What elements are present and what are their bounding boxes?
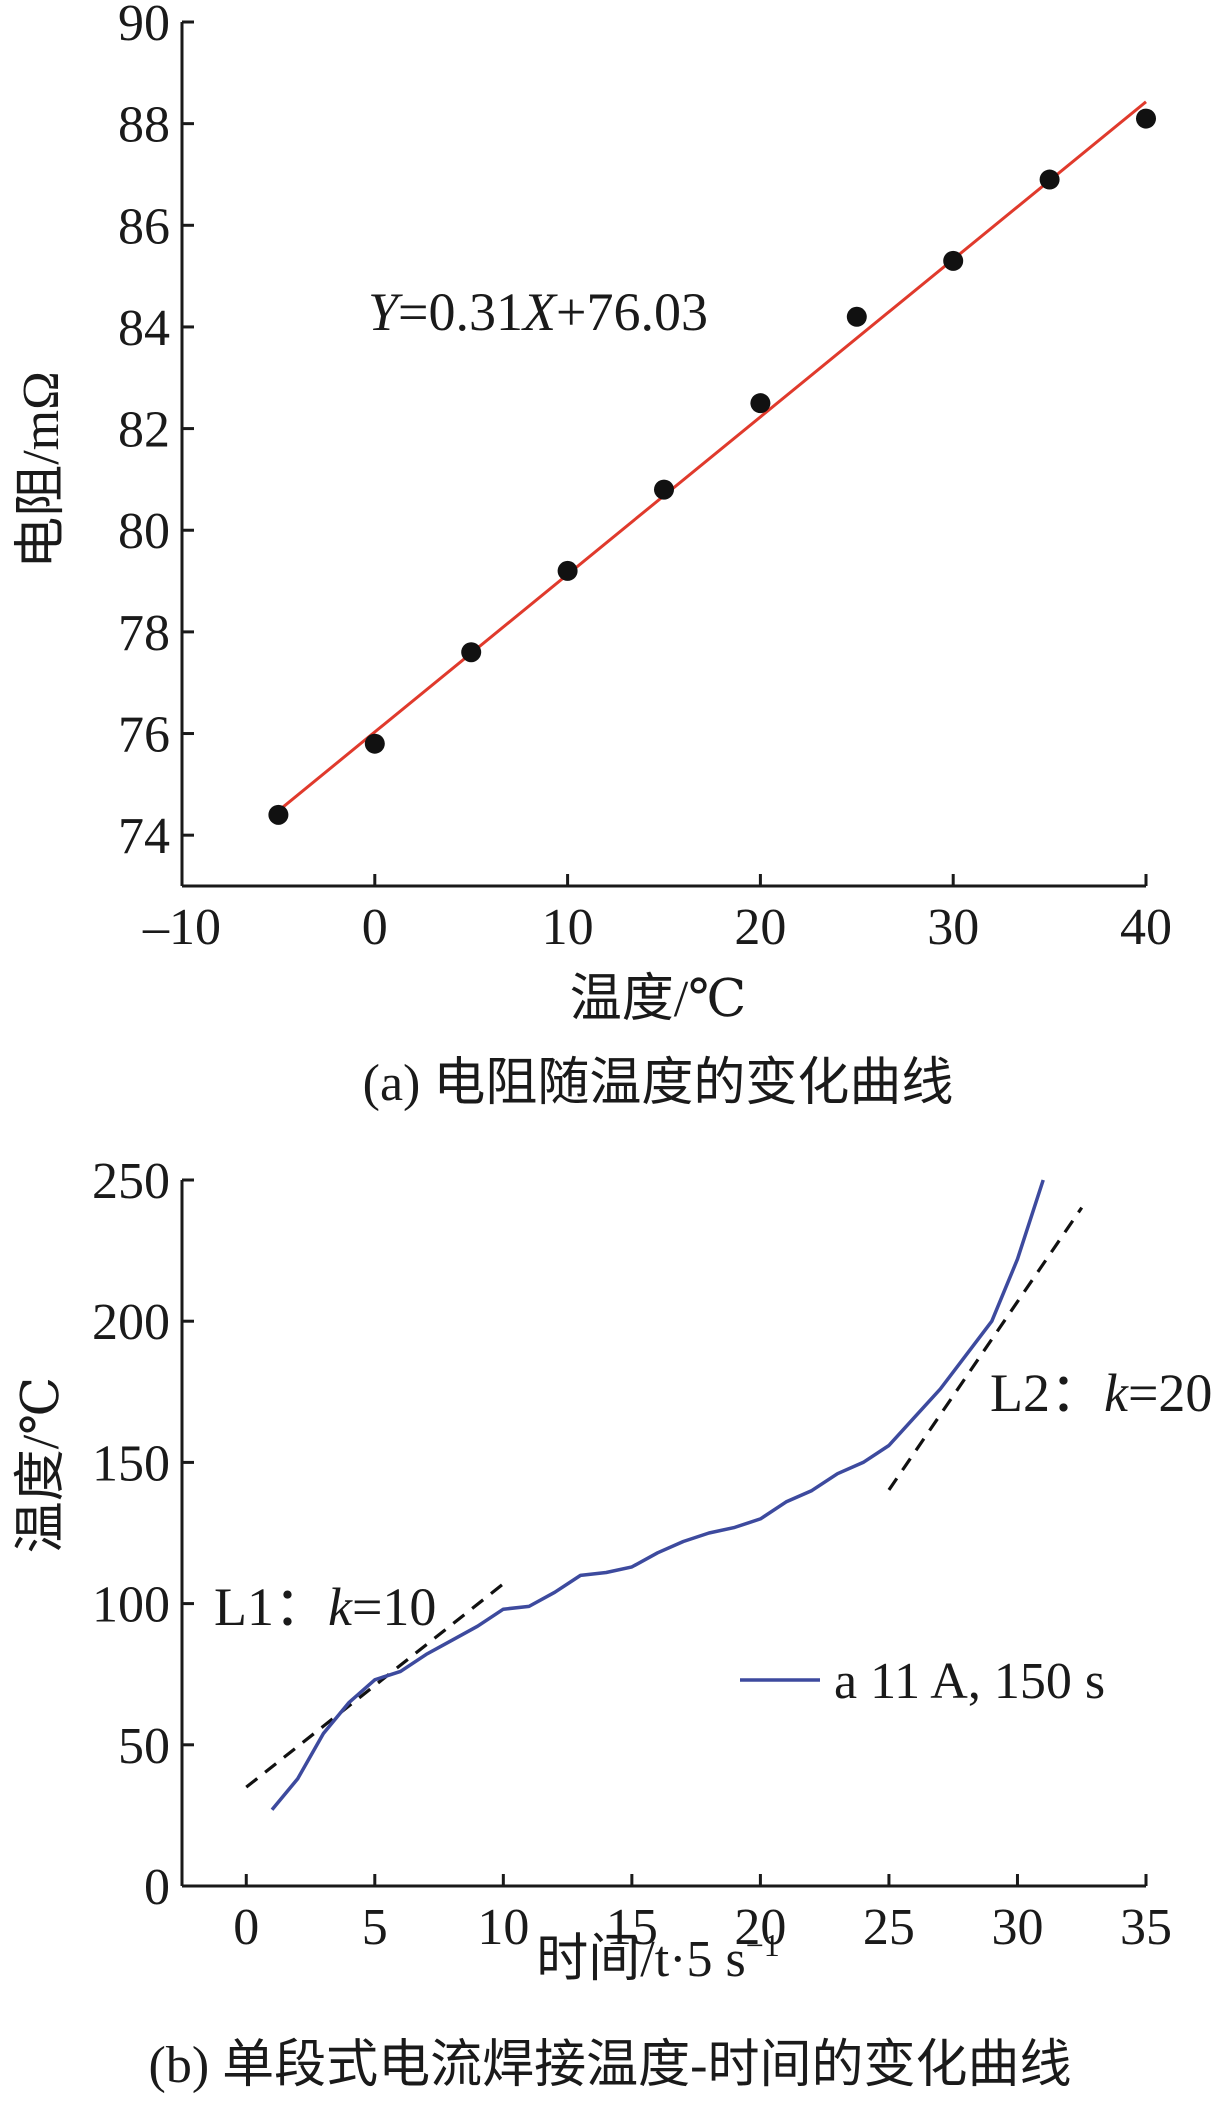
chart-a-axes [180, 22, 1146, 888]
chart-b-x-ticks: 0 5 10 15 20 25 30 35 [233, 1874, 1172, 1956]
data-point [846, 306, 867, 327]
x-tick-label: 10 [477, 1899, 529, 1956]
y-tick-label: 50 [118, 1718, 170, 1775]
fit-equation-label: Y=0.31X+76.03 [368, 282, 708, 342]
chart-b-y-axis-label: 温度/℃ [13, 1377, 70, 1554]
x-tick-label: 10 [542, 899, 594, 956]
x-tick-label: 0 [362, 899, 388, 956]
y-tick-label: 74 [118, 808, 170, 865]
y-tick-label: 100 [92, 1577, 170, 1634]
y-tick-label: 88 [118, 97, 170, 154]
data-point [750, 393, 771, 414]
y-tick-label: 150 [92, 1435, 170, 1492]
y-tick-label: 84 [118, 300, 170, 357]
x-tick-label: 0 [233, 1899, 259, 1956]
y-tick-label: 82 [118, 402, 170, 459]
chart-b-legend: a 11 A, 150 s [740, 1653, 1105, 1710]
data-point [943, 250, 964, 271]
chart-a-fit-line [277, 100, 1147, 812]
x-tick-label: –10 [142, 899, 221, 956]
x-tick-label: 5 [362, 1899, 388, 1956]
chart-b-caption: (b) 单段式电流焊接温度-时间的变化曲线 [149, 2037, 1072, 2094]
data-point [557, 560, 578, 581]
x-tick-label: 20 [734, 1899, 786, 1956]
x-tick-label: 25 [863, 1899, 915, 1956]
chart-b-y-ticks: 0 50 100 150 200 250 [92, 1153, 194, 1916]
x-tick-label: 20 [734, 899, 786, 956]
reference-line-l2 [887, 1206, 1084, 1491]
data-point [364, 733, 385, 754]
x-tick-label: 15 [606, 1899, 658, 1956]
chart-a-y-ticks: 74 76 78 80 82 84 86 88 90 [118, 0, 194, 865]
y-tick-label: 200 [92, 1294, 170, 1351]
reference-line-l1 [245, 1582, 505, 1789]
chart-b-series [270, 1179, 1045, 1811]
chart-a-x-axis-label: 温度/℃ [570, 971, 747, 1028]
x-tick-label: 35 [1120, 1899, 1172, 1956]
fit-line [277, 100, 1147, 812]
temperature-time-chart: 0 5 10 15 20 25 30 35 0 50 100 150 200 250 L1：k=10 L… [13, 1153, 1212, 2094]
data-point [654, 479, 674, 500]
chart-b-axes [180, 1180, 1146, 1888]
y-tick-label: 78 [118, 605, 170, 662]
chart-a-data-points [268, 108, 1156, 825]
data-point [461, 642, 482, 663]
data-point [1039, 169, 1060, 190]
data-point [1136, 108, 1156, 129]
legend-entry-label: a 11 A, 150 s [834, 1653, 1105, 1710]
y-tick-label: 0 [144, 1859, 170, 1916]
x-tick-label: 30 [991, 1899, 1043, 1956]
chart-b-reference-lines [245, 1206, 1084, 1789]
l1-slope-label: L1：k=10 [214, 1577, 436, 1637]
series-line [270, 1179, 1045, 1811]
chart-b-x-axis-label: 时间/t·5 s−1 [536, 1927, 780, 1988]
y-tick-label: 250 [92, 1153, 170, 1210]
y-tick-label: 86 [118, 198, 170, 255]
y-tick-label: 76 [118, 707, 170, 764]
x-tick-label: 30 [927, 899, 979, 956]
y-tick-label: 80 [118, 503, 170, 560]
resistance-temperature-chart: –10 0 10 20 30 40 74 76 78 80 82 84 86 88 90 Y=0.31X+… [13, 0, 1172, 1112]
x-tick-label: 40 [1120, 899, 1172, 956]
y-tick-label: 90 [118, 0, 170, 52]
chart-a-y-axis-label: 电阻/mΩ [13, 371, 70, 569]
chart-a-caption: (a) 电阻随温度的变化曲线 [363, 1055, 954, 1112]
chart-a-x-ticks: –10 0 10 20 30 40 [142, 874, 1172, 956]
l2-slope-label: L2：k=20 [990, 1363, 1212, 1423]
data-point [268, 804, 289, 825]
